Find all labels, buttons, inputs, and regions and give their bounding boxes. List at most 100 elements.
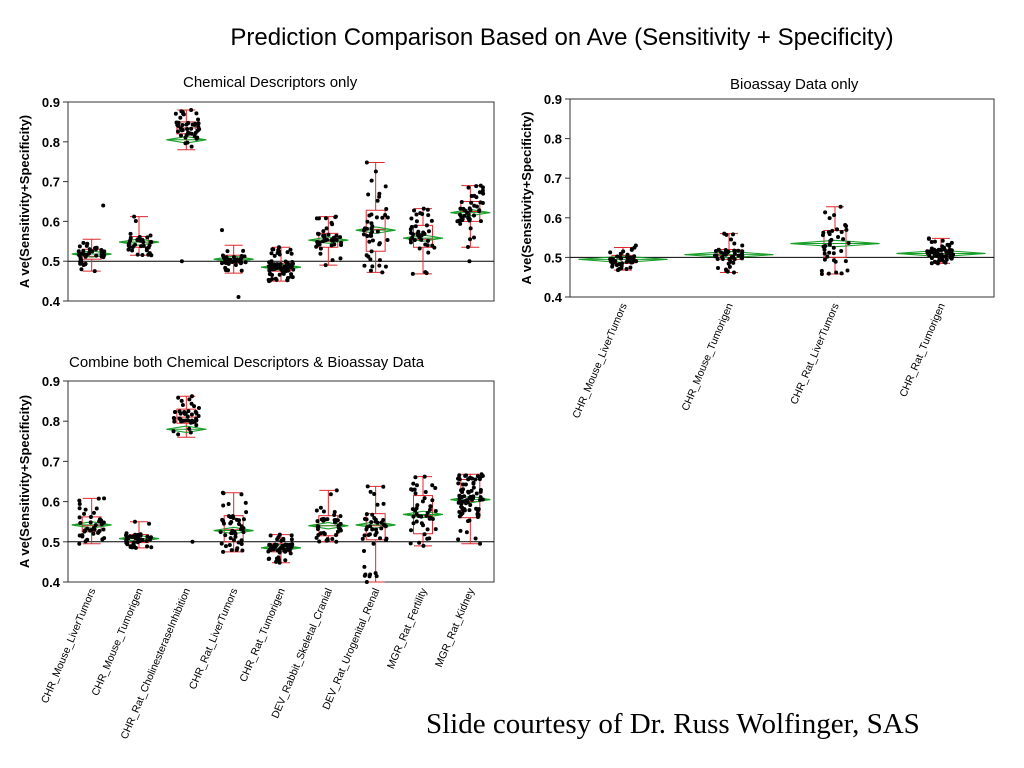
data-point (831, 245, 836, 250)
data-point (474, 491, 479, 496)
data-point (99, 522, 104, 527)
data-point (180, 403, 185, 408)
data-point (430, 498, 435, 503)
data-point (475, 474, 480, 479)
data-point (277, 272, 282, 277)
data-point (458, 206, 463, 211)
data-point (426, 213, 431, 218)
data-point (374, 574, 379, 579)
data-point (285, 278, 290, 283)
data-point (467, 518, 472, 523)
data-point (226, 501, 231, 506)
data-point (177, 409, 182, 414)
data-point (624, 266, 629, 271)
data-point (195, 128, 200, 133)
data-point (831, 251, 836, 256)
data-point (133, 219, 138, 224)
data-point (239, 268, 244, 273)
data-point (468, 502, 473, 507)
data-point (78, 258, 83, 263)
data-point (713, 253, 718, 258)
data-point (189, 107, 194, 112)
plot-panel-2: 0.4 0.5 0.6 0.7 0.8 0.9 A ve(Sensitivity+Speci… (17, 374, 495, 741)
data-point (183, 418, 188, 423)
data-point (940, 238, 945, 243)
data-point (323, 263, 328, 268)
data-point (76, 249, 81, 254)
data-point (628, 255, 633, 260)
data-point (78, 521, 83, 526)
data-point (384, 536, 389, 541)
data-point (473, 536, 478, 541)
data-point (314, 216, 319, 221)
data-point (834, 270, 839, 275)
data-point (178, 417, 183, 422)
data-point (135, 237, 140, 242)
box-group (790, 204, 880, 277)
data-point (317, 240, 322, 245)
y-tick-label: 0.9 (544, 92, 562, 107)
data-point (846, 240, 851, 245)
data-point (229, 548, 234, 553)
data-point (409, 216, 414, 221)
data-point (225, 249, 230, 254)
slide-title: Prediction Comparison Based on Ave (Sens… (230, 24, 894, 51)
data-point (411, 514, 416, 519)
data-point (936, 247, 941, 252)
category-label: DEV_Rat_Urogenital_Renal (320, 586, 382, 711)
data-point (126, 242, 131, 247)
category-label: CHR_Rat_Tumorigen (237, 586, 287, 683)
data-point (315, 519, 320, 524)
data-point (80, 533, 85, 538)
data-point (381, 501, 386, 506)
y-axis-title: A ve(Sensitivity+Specificity) (519, 111, 534, 284)
data-point (285, 250, 290, 255)
data-point (288, 551, 293, 556)
slide-credit: Slide courtesy of Dr. Russ Wolfinger, SA… (426, 708, 920, 740)
y-tick-label: 0.4 (42, 294, 61, 309)
data-point (370, 229, 375, 234)
data-point (385, 238, 390, 243)
data-point (421, 206, 426, 211)
data-point (369, 233, 374, 238)
data-point (266, 556, 271, 561)
box-group (308, 488, 349, 544)
data-point (413, 475, 418, 480)
data-point (179, 398, 184, 403)
data-point (93, 247, 98, 252)
data-point (380, 270, 385, 275)
box-group (450, 472, 491, 546)
data-point (283, 558, 288, 563)
data-point (618, 251, 623, 256)
data-point (471, 494, 476, 499)
y-tick-label: 0.8 (544, 132, 562, 147)
data-point (192, 122, 197, 127)
data-point (289, 251, 294, 256)
y-tick-label: 0.8 (42, 135, 60, 150)
data-point (369, 178, 374, 183)
category-label: MGR_Rat_Fertility (385, 586, 430, 671)
data-point (275, 251, 280, 256)
data-point (174, 120, 179, 125)
data-point (339, 240, 344, 245)
data-point (370, 512, 375, 517)
data-point (727, 264, 732, 269)
data-point (836, 235, 841, 240)
data-point (370, 238, 375, 243)
box-group (119, 519, 159, 550)
data-point (421, 523, 426, 528)
data-point (419, 237, 424, 242)
data-point (176, 123, 181, 128)
data-point (732, 251, 737, 256)
data-point (480, 497, 485, 502)
y-tick-label: 0.9 (42, 95, 60, 110)
data-point (149, 545, 154, 550)
data-point (425, 238, 430, 243)
data-point (939, 252, 944, 257)
panel-title-bioassay: Bioassay Data only (730, 76, 859, 93)
data-point (462, 213, 467, 218)
data-point (333, 532, 338, 537)
data-point (366, 254, 371, 259)
data-point (844, 227, 849, 232)
data-point (822, 251, 827, 256)
